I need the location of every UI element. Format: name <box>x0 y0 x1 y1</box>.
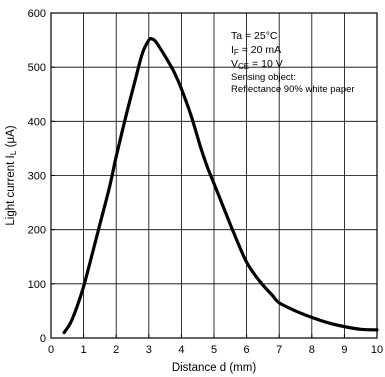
y-tick-labels: 0 100 200 300 400 500 600 <box>28 8 46 345</box>
y-tick-label: 600 <box>28 8 46 20</box>
x-tick-label: 7 <box>276 344 282 356</box>
ticks <box>50 12 378 339</box>
y-tick-label: 200 <box>28 225 46 237</box>
y-tick-label: 300 <box>28 171 46 183</box>
condition-sensing-object: Sensing object: <box>231 72 296 83</box>
x-tick-label: 10 <box>371 344 383 356</box>
condition-if: IF = 20 mA <box>231 44 281 57</box>
y-axis-label: Light current IL (μA) <box>5 125 18 225</box>
x-tick-label: 3 <box>146 344 152 356</box>
conditions-box: Ta = 25°C IF = 20 mA VCE = 10 V Sensing … <box>231 30 355 95</box>
x-tick-label: 2 <box>113 344 119 356</box>
y-tick-label: 500 <box>28 62 46 74</box>
y-tick-label: 0 <box>40 333 46 345</box>
x-tick-label: 6 <box>244 344 250 356</box>
series-line <box>62 36 379 335</box>
x-axis-label: Distance d (mm) <box>172 362 257 374</box>
grid <box>51 13 377 338</box>
x-tick-label: 1 <box>81 344 87 356</box>
x-tick-label: 4 <box>178 344 184 356</box>
y-tick-label: 100 <box>28 279 46 291</box>
condition-reflectance: Reflectance 90% white paper <box>231 84 355 95</box>
x-tick-label: 8 <box>309 344 315 356</box>
x-tick-label: 5 <box>211 344 217 356</box>
x-tick-label: 9 <box>341 344 347 356</box>
x-tick-labels: 0 1 2 3 4 5 6 7 8 9 10 <box>48 344 383 356</box>
y-tick-label: 400 <box>28 116 46 128</box>
x-tick-label: 0 <box>48 344 54 356</box>
condition-vce: VCE = 10 V <box>231 58 283 71</box>
condition-ta: Ta = 25°C <box>231 30 278 42</box>
